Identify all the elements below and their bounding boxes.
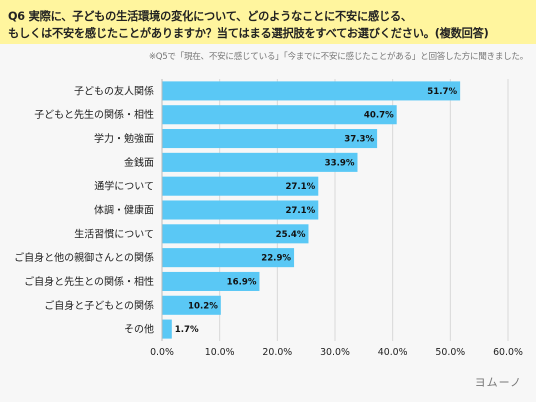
bar — [162, 224, 309, 244]
category-label: ご自身と子どもとの関係 — [44, 299, 154, 312]
value-label: 1.7% — [175, 325, 199, 335]
x-tick-label: 60.0% — [493, 347, 523, 358]
value-label: 16.9% — [227, 277, 257, 287]
category-label: 子どもと先生の関係・相性 — [34, 108, 154, 121]
chart-title-line-2: もしくは不安を感じたことがありますか？当てはまる選択肢をすべてお選びください。(… — [8, 27, 489, 40]
bar — [162, 105, 397, 125]
category-label: 金銭面 — [124, 156, 154, 169]
chart-note: ※Q5で「現在、不安に感じている」「今までに不安に感じたことがある」と回答した方… — [148, 52, 528, 62]
category-label: 通学について — [94, 180, 154, 193]
bar — [162, 271, 260, 291]
bar — [162, 176, 319, 196]
x-tick-label: 0.0% — [150, 347, 174, 358]
category-label: ご自身と先生との関係・相性 — [24, 275, 154, 288]
category-label: 子どもの友人関係 — [74, 84, 154, 97]
category-label: その他 — [124, 323, 154, 336]
bar — [162, 248, 295, 268]
chart-title-line-1: Q6 実際に、子どもの生活環境の変化について、どのようなことに不安に感じる、 — [8, 10, 412, 23]
bar — [162, 81, 461, 101]
value-label: 37.3% — [344, 135, 374, 145]
value-label: 27.1% — [285, 206, 315, 216]
bar — [162, 200, 319, 220]
bar — [162, 129, 378, 149]
bar — [162, 319, 172, 339]
category-label: 体調・健康面 — [94, 204, 154, 217]
title-band: Q6 実際に、子どもの生活環境の変化について、どのようなことに不安に感じる、 も… — [0, 0, 536, 44]
value-label: 10.2% — [188, 301, 218, 311]
value-label: 22.9% — [261, 254, 291, 264]
category-label: ご自身と他の親御さんとの関係 — [14, 251, 154, 264]
value-label: 51.7% — [427, 87, 457, 97]
bar — [162, 295, 221, 315]
category-label: 学力・勉強面 — [94, 132, 154, 145]
value-label: 33.9% — [325, 158, 355, 168]
value-label: 27.1% — [285, 182, 315, 192]
value-label: 40.7% — [364, 111, 394, 121]
bar — [162, 152, 358, 172]
x-tick-label: 50.0% — [435, 347, 465, 358]
value-label: 25.4% — [276, 230, 306, 240]
category-label: 生活習慣について — [74, 227, 154, 240]
x-tick-label: 10.0% — [205, 347, 235, 358]
x-tick-label: 30.0% — [320, 347, 350, 358]
brand-logo: ヨムーノ — [474, 376, 522, 389]
x-tick-label: 40.0% — [378, 347, 408, 358]
x-tick-label: 20.0% — [262, 347, 292, 358]
